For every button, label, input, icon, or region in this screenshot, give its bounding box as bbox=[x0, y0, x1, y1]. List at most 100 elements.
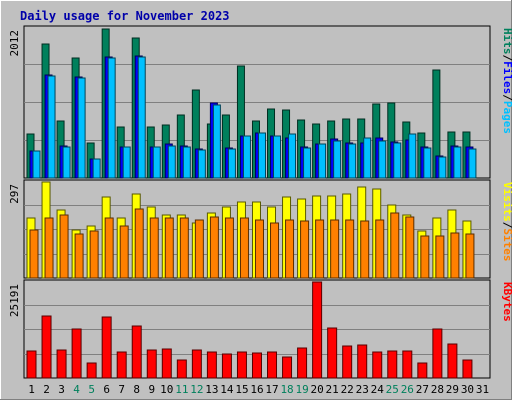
bar-pages-day-5 bbox=[92, 158, 101, 179]
x-tick-day-24: 24 bbox=[371, 383, 385, 396]
bar-kbytes-day-23 bbox=[357, 344, 368, 379]
bar-sites-day-3 bbox=[59, 214, 69, 279]
x-tick-day-29: 29 bbox=[446, 383, 459, 396]
bar-kbytes-day-8 bbox=[131, 325, 142, 379]
x-tick-day-16: 16 bbox=[250, 383, 263, 396]
bar-kbytes-day-11 bbox=[176, 359, 187, 379]
bar-pages-day-9 bbox=[152, 146, 161, 179]
bar-kbytes-day-3 bbox=[56, 349, 67, 379]
bar-sites-day-13 bbox=[209, 216, 219, 279]
bar-sites-day-12 bbox=[194, 219, 204, 279]
bar-pages-day-19 bbox=[303, 147, 312, 179]
x-tick-day-5: 5 bbox=[88, 383, 95, 396]
bar-sites-day-9 bbox=[149, 217, 159, 279]
bar-sites-day-11 bbox=[179, 217, 189, 279]
x-tick-day-25: 25 bbox=[386, 383, 399, 396]
chart-title: Daily usage for November 2023 bbox=[20, 9, 230, 23]
bar-pages-day-18 bbox=[288, 133, 297, 179]
bar-pages-day-11 bbox=[182, 146, 191, 179]
legend-separator: / bbox=[501, 55, 512, 62]
bar-kbytes-day-29 bbox=[447, 343, 458, 379]
x-tick-day-7: 7 bbox=[118, 383, 125, 396]
bar-sites-day-1 bbox=[29, 229, 39, 279]
bar-kbytes-day-5 bbox=[86, 362, 97, 379]
bar-sites-day-28 bbox=[435, 235, 445, 279]
panel-visits-sites-legend: Visits/Sites bbox=[501, 182, 512, 262]
bar-kbytes-day-30 bbox=[462, 359, 473, 379]
x-tick-day-12: 12 bbox=[190, 383, 203, 396]
bar-sites-day-24 bbox=[375, 219, 385, 279]
x-tick-day-14: 14 bbox=[220, 383, 234, 396]
bar-kbytes-day-28 bbox=[432, 328, 443, 379]
bar-kbytes-day-6 bbox=[101, 316, 112, 379]
bar-sites-day-29 bbox=[450, 232, 460, 279]
bar-pages-day-13 bbox=[212, 104, 221, 179]
bar-pages-day-3 bbox=[62, 146, 71, 179]
x-tick-day-1: 1 bbox=[28, 383, 35, 396]
panel-kbytes-ymax-label: 25191 bbox=[8, 284, 21, 317]
bar-kbytes-day-10 bbox=[161, 348, 172, 379]
x-tick-day-10: 10 bbox=[160, 383, 173, 396]
x-tick-day-15: 15 bbox=[235, 383, 248, 396]
x-axis-labels: 1 2 3 4 5 6 7 8 9 10 11 12 13 14 15 16 17 18 19 20 21 22 23 24 2… bbox=[28, 383, 489, 396]
bar-kbytes-day-4 bbox=[71, 328, 82, 379]
bar-sites-day-25 bbox=[390, 212, 400, 279]
bar-pages-day-14 bbox=[227, 148, 236, 179]
x-tick-day-2: 2 bbox=[43, 383, 50, 396]
bar-kbytes-day-27 bbox=[417, 362, 428, 379]
x-tick-day-21: 21 bbox=[326, 383, 339, 396]
bar-kbytes-day-15 bbox=[236, 351, 247, 379]
legend-hits: Hits bbox=[501, 28, 512, 55]
x-tick-day-19: 19 bbox=[295, 383, 308, 396]
panel-kbytes-legend: KBytes bbox=[501, 282, 512, 322]
bar-pages-day-2 bbox=[47, 75, 56, 179]
bar-kbytes-day-22 bbox=[342, 345, 353, 379]
x-tick-day-9: 9 bbox=[148, 383, 155, 396]
bar-kbytes-day-18 bbox=[282, 356, 293, 379]
bar-pages-day-25 bbox=[393, 142, 402, 179]
x-tick-day-18: 18 bbox=[280, 383, 293, 396]
bar-kbytes-day-12 bbox=[191, 349, 202, 379]
bar-pages-day-12 bbox=[197, 149, 206, 179]
bar-kbytes-day-13 bbox=[206, 351, 217, 379]
x-tick-day-11: 11 bbox=[175, 383, 188, 396]
bar-pages-day-10 bbox=[167, 145, 176, 179]
legend-separator: / bbox=[501, 94, 512, 101]
bar-kbytes-day-17 bbox=[267, 351, 278, 379]
bar-pages-day-4 bbox=[77, 77, 86, 179]
bar-sites-day-4 bbox=[74, 233, 84, 279]
bar-pages-day-15 bbox=[242, 135, 251, 179]
x-tick-day-4: 4 bbox=[73, 383, 80, 396]
legend-visits: Visits bbox=[501, 182, 512, 222]
x-tick-day-27: 27 bbox=[416, 383, 429, 396]
bar-sites-day-15 bbox=[239, 217, 249, 279]
bar-sites-day-14 bbox=[224, 217, 234, 279]
bar-kbytes-day-25 bbox=[387, 350, 398, 379]
bar-pages-day-20 bbox=[318, 143, 327, 179]
legend-pages: Pages bbox=[501, 101, 512, 134]
bar-pages-day-30 bbox=[468, 148, 477, 179]
bar-kbytes-day-24 bbox=[372, 351, 383, 379]
x-tick-day-26: 26 bbox=[401, 383, 414, 396]
panel-hits-files-pages-legend: Hits/Files/Pages bbox=[501, 28, 512, 134]
x-tick-day-3: 3 bbox=[58, 383, 65, 396]
bar-pages-day-27 bbox=[423, 147, 432, 179]
bar-pages-day-16 bbox=[257, 132, 266, 179]
bar-sites-day-30 bbox=[465, 233, 475, 279]
bar-kbytes-day-7 bbox=[116, 351, 127, 379]
chart-panels: 2012Hits/Files/Pages297Visits/Sites25191… bbox=[8, 25, 512, 379]
x-tick-day-22: 22 bbox=[341, 383, 354, 396]
bar-pages-day-24 bbox=[378, 140, 387, 179]
panel-visits-sites-ymax-label: 297 bbox=[8, 184, 21, 204]
bar-kbytes-day-16 bbox=[251, 352, 262, 379]
bar-pages-day-28 bbox=[438, 156, 447, 179]
bar-pages-day-22 bbox=[348, 143, 357, 179]
legend-separator: / bbox=[501, 222, 512, 229]
bar-pages-day-26 bbox=[408, 133, 417, 179]
bar-pages-day-1 bbox=[32, 150, 41, 179]
bar-sites-day-18 bbox=[285, 219, 295, 279]
x-tick-day-28: 28 bbox=[431, 383, 444, 396]
bar-sites-day-16 bbox=[254, 219, 264, 279]
bar-pages-day-17 bbox=[273, 135, 282, 179]
